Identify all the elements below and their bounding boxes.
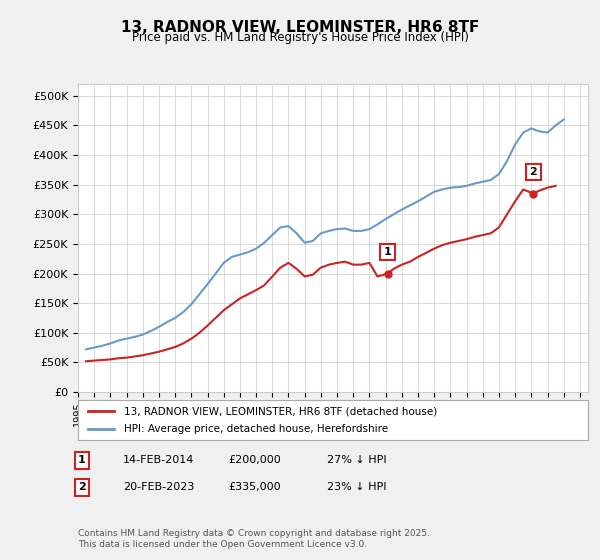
Text: £335,000: £335,000: [228, 482, 281, 492]
Text: 13, RADNOR VIEW, LEOMINSTER, HR6 8TF: 13, RADNOR VIEW, LEOMINSTER, HR6 8TF: [121, 20, 479, 35]
Text: Price paid vs. HM Land Registry's House Price Index (HPI): Price paid vs. HM Land Registry's House …: [131, 31, 469, 44]
Text: 14-FEB-2014: 14-FEB-2014: [123, 455, 194, 465]
Text: HPI: Average price, detached house, Herefordshire: HPI: Average price, detached house, Here…: [124, 423, 388, 433]
Text: £200,000: £200,000: [228, 455, 281, 465]
Text: Contains HM Land Registry data © Crown copyright and database right 2025.
This d: Contains HM Land Registry data © Crown c…: [78, 529, 430, 549]
Text: 2: 2: [78, 482, 86, 492]
Text: 1: 1: [383, 247, 391, 257]
Text: 20-FEB-2023: 20-FEB-2023: [123, 482, 194, 492]
Text: 2: 2: [530, 167, 538, 177]
Text: 27% ↓ HPI: 27% ↓ HPI: [327, 455, 386, 465]
Text: 13, RADNOR VIEW, LEOMINSTER, HR6 8TF (detached house): 13, RADNOR VIEW, LEOMINSTER, HR6 8TF (de…: [124, 407, 437, 417]
Text: 1: 1: [78, 455, 86, 465]
Text: 23% ↓ HPI: 23% ↓ HPI: [327, 482, 386, 492]
